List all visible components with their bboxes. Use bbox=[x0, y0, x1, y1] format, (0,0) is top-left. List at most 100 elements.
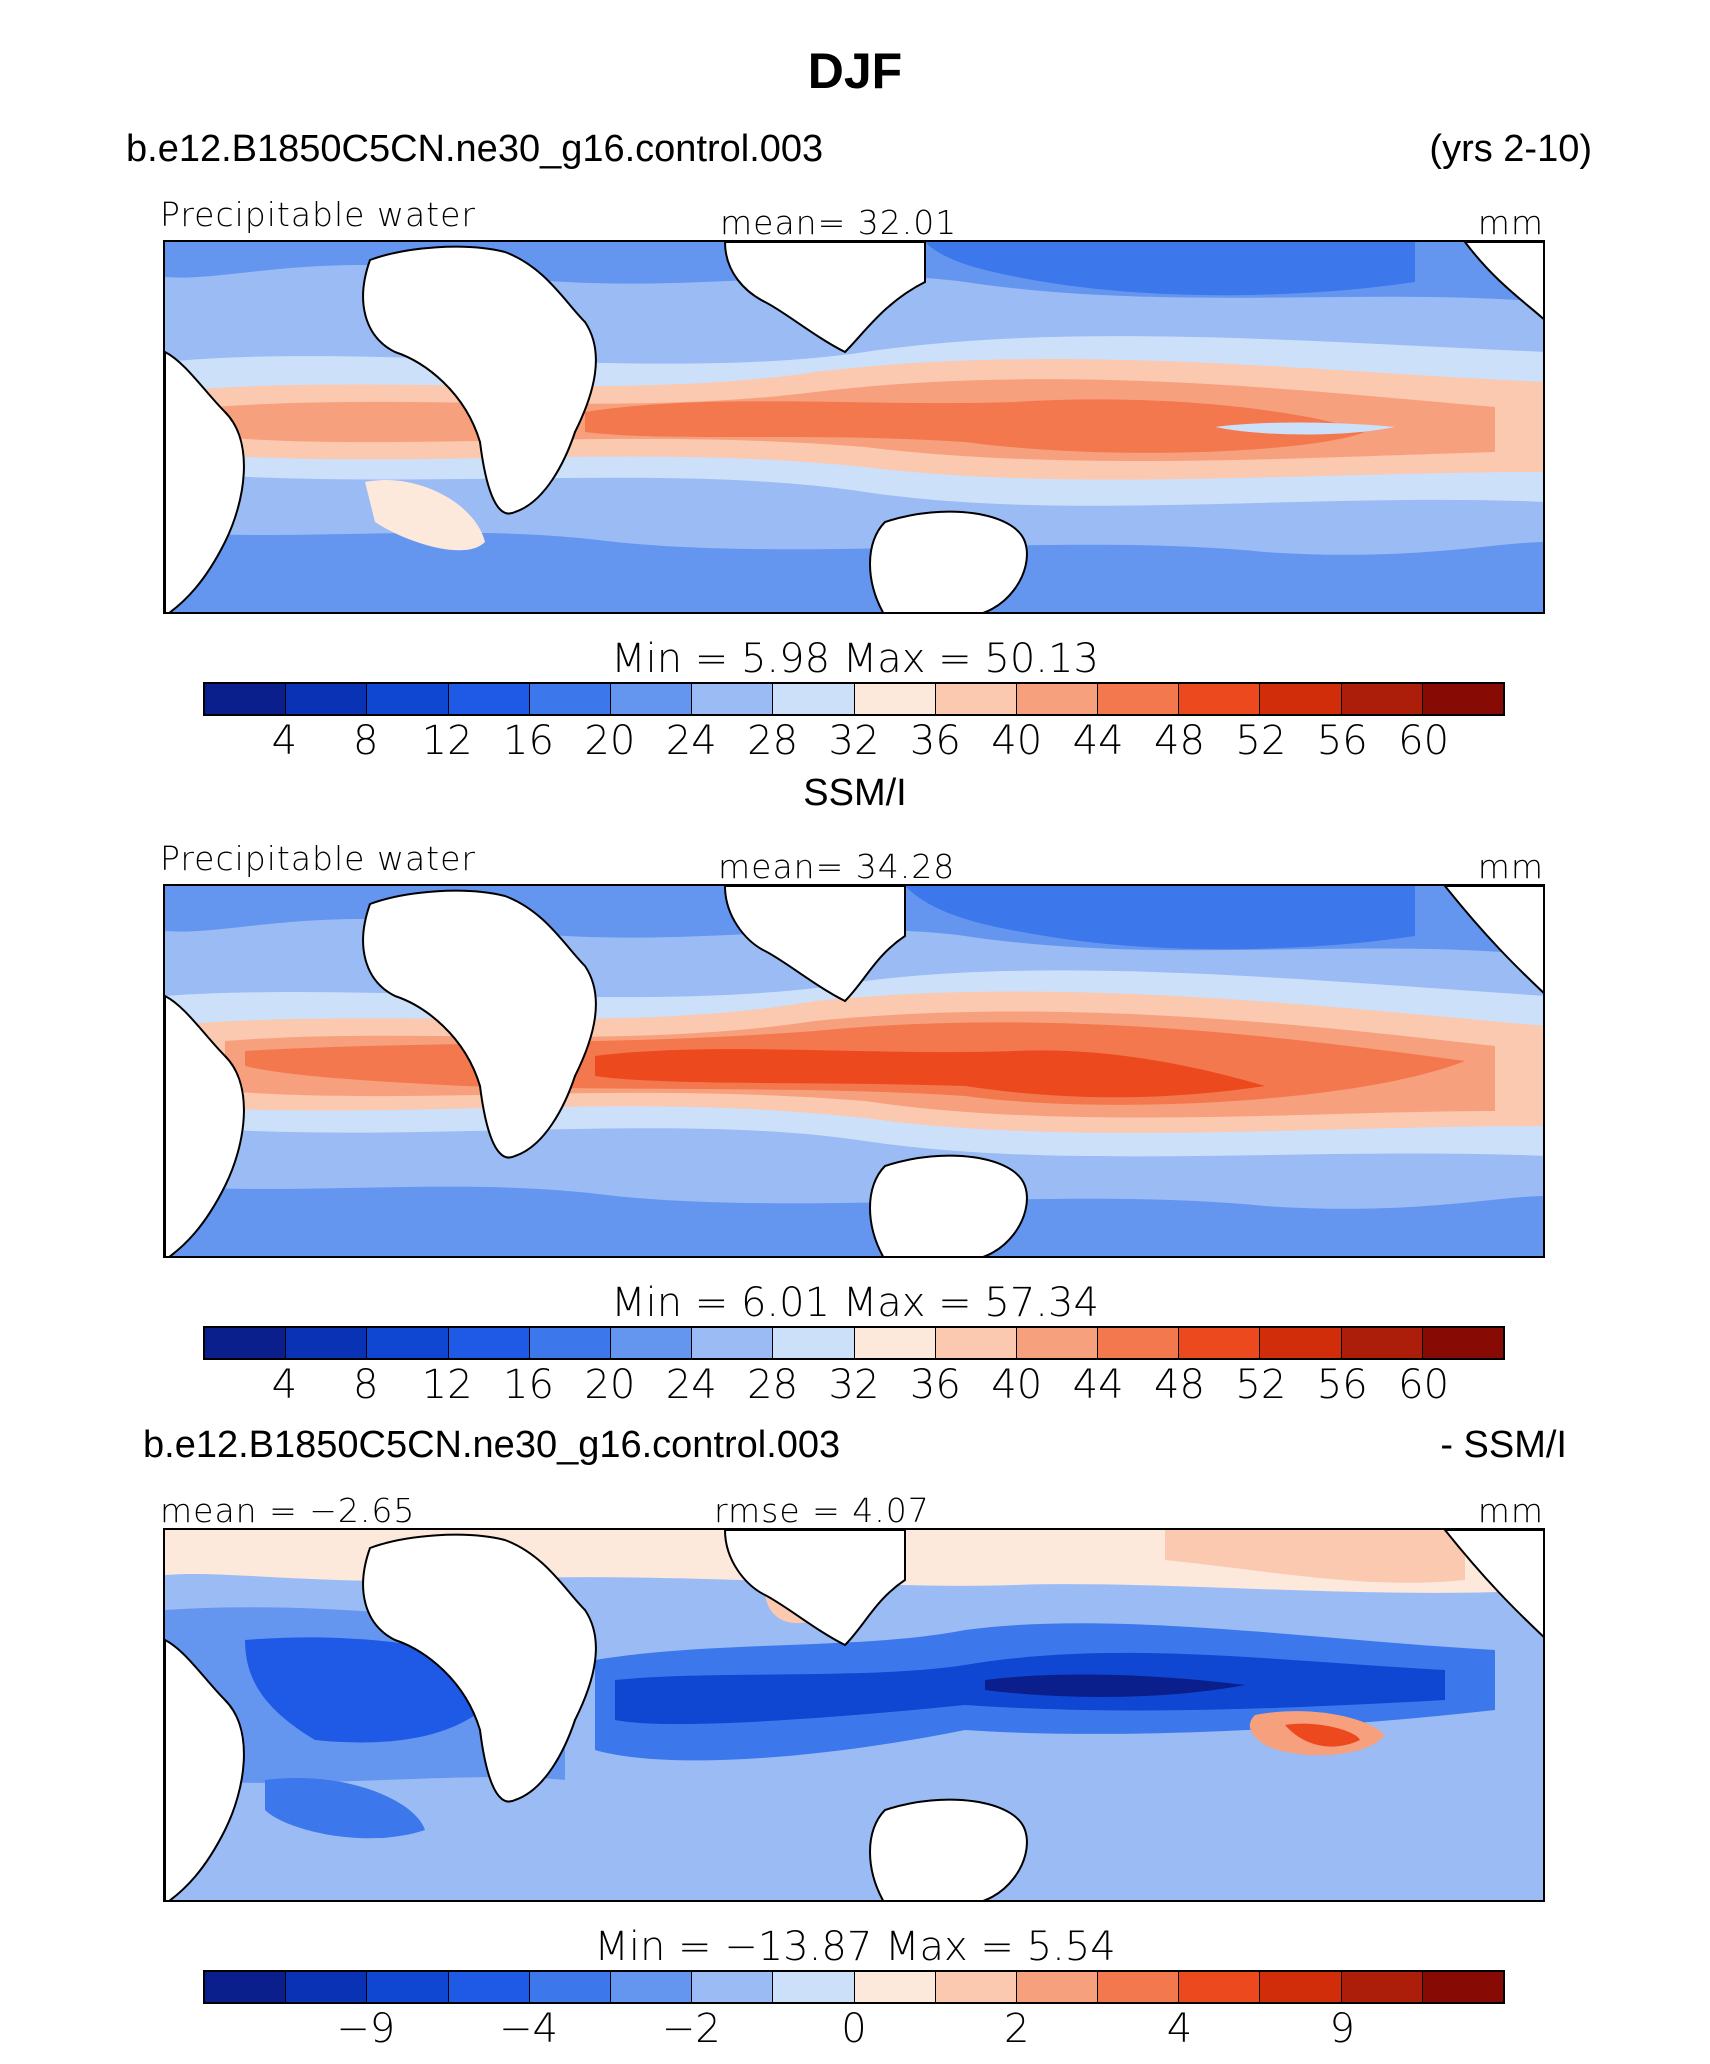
panel3-north-pacific-positive bbox=[1165, 1530, 1465, 1583]
colorbar-tick-label: 36 bbox=[909, 1362, 961, 1408]
colorbar-swatch bbox=[286, 1972, 368, 2002]
colorbar-swatch bbox=[1341, 1328, 1423, 1358]
panel2-units-label: mm bbox=[1477, 847, 1544, 886]
panel2-minmax: Min = 6.01 Max = 57.34 bbox=[611, 1280, 1099, 1326]
panel3-minmax: Min = −13.87 Max = 5.54 bbox=[594, 1924, 1116, 1970]
colorbar-tick-label: 28 bbox=[747, 718, 799, 764]
colorbar-tick-label: 12 bbox=[421, 718, 473, 764]
panel1-south-america-land bbox=[165, 350, 245, 612]
colorbar-tick-label: 20 bbox=[584, 718, 636, 764]
colorbar-swatch bbox=[1016, 1328, 1099, 1358]
colorbar-tick-label: 4 bbox=[271, 718, 298, 764]
colorbar-tick-label: 8 bbox=[353, 718, 379, 764]
panel1-southern-dry bbox=[165, 532, 1543, 612]
panel3-mean-label: mean = −2.65 bbox=[160, 1491, 416, 1530]
colorbar-swatch bbox=[1422, 1328, 1503, 1358]
panel3-rmse-label: rmse = 4.07 bbox=[714, 1491, 930, 1530]
colorbar-swatch bbox=[935, 1972, 1017, 2002]
colorbar-swatch bbox=[448, 684, 530, 714]
panel2-contour-plot bbox=[165, 886, 1543, 1256]
panel1-minmax: Min = 5.98 Max = 50.13 bbox=[611, 636, 1099, 682]
colorbar-tick-label: 52 bbox=[1235, 718, 1287, 764]
panel1-variable-label: Precipitable water bbox=[160, 195, 476, 234]
colorbar-swatch bbox=[1341, 684, 1423, 714]
panel2-africa-land bbox=[362, 889, 597, 1159]
panel1-contour-plot bbox=[165, 242, 1543, 612]
colorbar-tick-label: 60 bbox=[1398, 718, 1450, 764]
colorbar-tick-label: 24 bbox=[665, 718, 717, 764]
panel3-south-atlantic-dry bbox=[265, 1778, 425, 1839]
colorbar-tick-label: 36 bbox=[909, 718, 961, 764]
colorbar-swatch bbox=[1260, 1328, 1342, 1358]
colorbar-swatch bbox=[448, 1972, 530, 2002]
colorbar-swatch bbox=[367, 1972, 449, 2002]
panel1-cold-tongue bbox=[1215, 422, 1395, 435]
colorbar-tick-label: 24 bbox=[665, 1362, 717, 1408]
panel2-americas-land bbox=[1443, 886, 1543, 994]
figure-title: DJF bbox=[807, 43, 903, 99]
panel3-map bbox=[163, 1528, 1545, 1902]
panel3-contour-plot bbox=[165, 1530, 1543, 1900]
panel2-north-pacific bbox=[905, 886, 1415, 950]
colorbar-swatch bbox=[286, 1328, 368, 1358]
colorbar-swatch bbox=[935, 1328, 1017, 1358]
colorbar-tick-label: 20 bbox=[584, 1362, 636, 1408]
colorbar-swatch bbox=[1179, 684, 1261, 714]
colorbar-swatch bbox=[367, 1328, 449, 1358]
colorbar-tick-label: 48 bbox=[1154, 1362, 1205, 1408]
colorbar-swatch bbox=[529, 684, 611, 714]
panel3-south-america-land bbox=[165, 1638, 245, 1900]
panel3-header-case: b.e12.B1850C5CN.ne30_g16.control.003 bbox=[143, 1424, 841, 1466]
panel1-africa-land bbox=[362, 245, 597, 515]
panel2-warm-pool bbox=[595, 1049, 1265, 1098]
panel2-colorbar-ticks: 4 8 12 16 20 24 28 32 36 40 44 48 52 56 60 bbox=[0, 1362, 1710, 1408]
colorbar-swatch bbox=[1016, 684, 1099, 714]
panel1-header-years: (yrs 2-10) bbox=[1429, 128, 1592, 170]
panel2-australia-land bbox=[869, 1154, 1028, 1256]
panel1-australia-land bbox=[869, 510, 1028, 612]
panel1-units-label: mm bbox=[1477, 203, 1544, 242]
panel1-colorbar-ticks: 4 8 12 16 20 24 28 32 36 40 44 48 52 56 60 bbox=[0, 718, 1710, 764]
panel1-s-atlantic-patch bbox=[365, 480, 485, 551]
colorbar-swatch bbox=[1179, 1328, 1261, 1358]
colorbar-swatch bbox=[1016, 1972, 1099, 2002]
panel3-header-diff: - SSM/I bbox=[1440, 1424, 1567, 1466]
colorbar-swatch bbox=[773, 1972, 855, 2002]
colorbar-swatch bbox=[367, 684, 449, 714]
colorbar-swatch bbox=[1422, 684, 1503, 714]
panel3-colorbar bbox=[203, 1970, 1505, 2004]
colorbar-swatch bbox=[692, 1972, 774, 2002]
panel2-asia-land bbox=[723, 886, 906, 1003]
colorbar-swatch bbox=[205, 1328, 287, 1358]
colorbar-tick-label: 40 bbox=[991, 1362, 1043, 1408]
colorbar-swatch bbox=[854, 1328, 936, 1358]
colorbar-tick-label: 48 bbox=[1154, 718, 1205, 764]
panel1-colorbar bbox=[203, 682, 1505, 716]
panel2-map bbox=[163, 884, 1545, 1258]
panel3-units-label: mm bbox=[1477, 1491, 1544, 1530]
panel3-africa-land bbox=[362, 1533, 597, 1803]
colorbar-swatch bbox=[773, 684, 855, 714]
colorbar-tick-label: 4 bbox=[271, 1362, 298, 1408]
panel2-colorbar bbox=[203, 1326, 1505, 1360]
panel2-mean-label: mean= 34.28 bbox=[718, 847, 956, 886]
panel1-itcz bbox=[585, 399, 1365, 453]
colorbar-swatch bbox=[286, 684, 368, 714]
colorbar-swatch bbox=[854, 684, 936, 714]
colorbar-tick-label: 28 bbox=[747, 1362, 799, 1408]
panel2-south-america-land bbox=[165, 994, 245, 1256]
colorbar-swatch bbox=[205, 1972, 287, 2002]
colorbar-swatch bbox=[935, 684, 1017, 714]
colorbar-swatch bbox=[610, 684, 693, 714]
colorbar-tick-label: −2 bbox=[661, 2006, 721, 2052]
panel3-americas-land bbox=[1443, 1530, 1543, 1638]
colorbar-swatch bbox=[692, 684, 774, 714]
panel3-pacific-min bbox=[985, 1674, 1245, 1697]
panel1-north-pacific bbox=[925, 242, 1415, 296]
colorbar-tick-label: −4 bbox=[499, 2006, 558, 2052]
panel3-pacific-max bbox=[1285, 1723, 1360, 1747]
colorbar-swatch bbox=[1422, 1972, 1503, 2002]
panel1-asia-land bbox=[723, 242, 926, 354]
colorbar-swatch bbox=[1260, 684, 1342, 714]
colorbar-tick-label: 8 bbox=[353, 1362, 379, 1408]
